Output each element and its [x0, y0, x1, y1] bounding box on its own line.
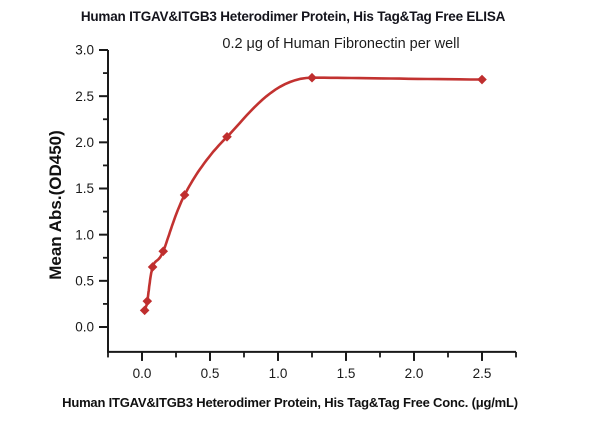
x-tick-label: 0.0 [133, 366, 152, 381]
y-tick-label: 1.0 [75, 227, 94, 242]
x-tick-label: 1.0 [269, 366, 288, 381]
y-tick-label: 0.0 [75, 320, 94, 335]
chart-subtitle: 0.2 μg of Human Fibronectin per well [222, 36, 460, 52]
data-point-marker [179, 190, 190, 200]
y-tick-label: 2.0 [75, 135, 94, 150]
data-point-marker [147, 262, 158, 272]
chart-title: Human ITGAV&ITGB3 Heterodimer Protein, H… [80, 9, 506, 24]
x-axis-title: Human ITGAV&ITGB3 Heterodimer Protein, H… [62, 395, 518, 410]
x-tick-label: 2.5 [473, 366, 492, 381]
x-tick-label: 1.5 [337, 366, 356, 381]
axis-frame [107, 50, 516, 353]
y-tick-label: 0.5 [75, 274, 94, 289]
data-point-marker [142, 296, 153, 306]
data-point-marker [222, 131, 232, 142]
data-point-marker [158, 246, 169, 257]
data-point-marker [307, 72, 317, 83]
y-tick-label: 3.0 [75, 43, 94, 58]
y-tick-label: 2.5 [75, 89, 94, 104]
x-tick-label: 0.5 [201, 366, 220, 381]
fit-curve [143, 76, 484, 312]
y-tick-label: 1.5 [75, 181, 94, 196]
y-axis-title: Mean Abs.(OD450) [46, 130, 65, 280]
x-tick-label: 2.0 [405, 366, 424, 381]
data-point-marker [477, 74, 487, 85]
data-point-marker [139, 305, 150, 316]
